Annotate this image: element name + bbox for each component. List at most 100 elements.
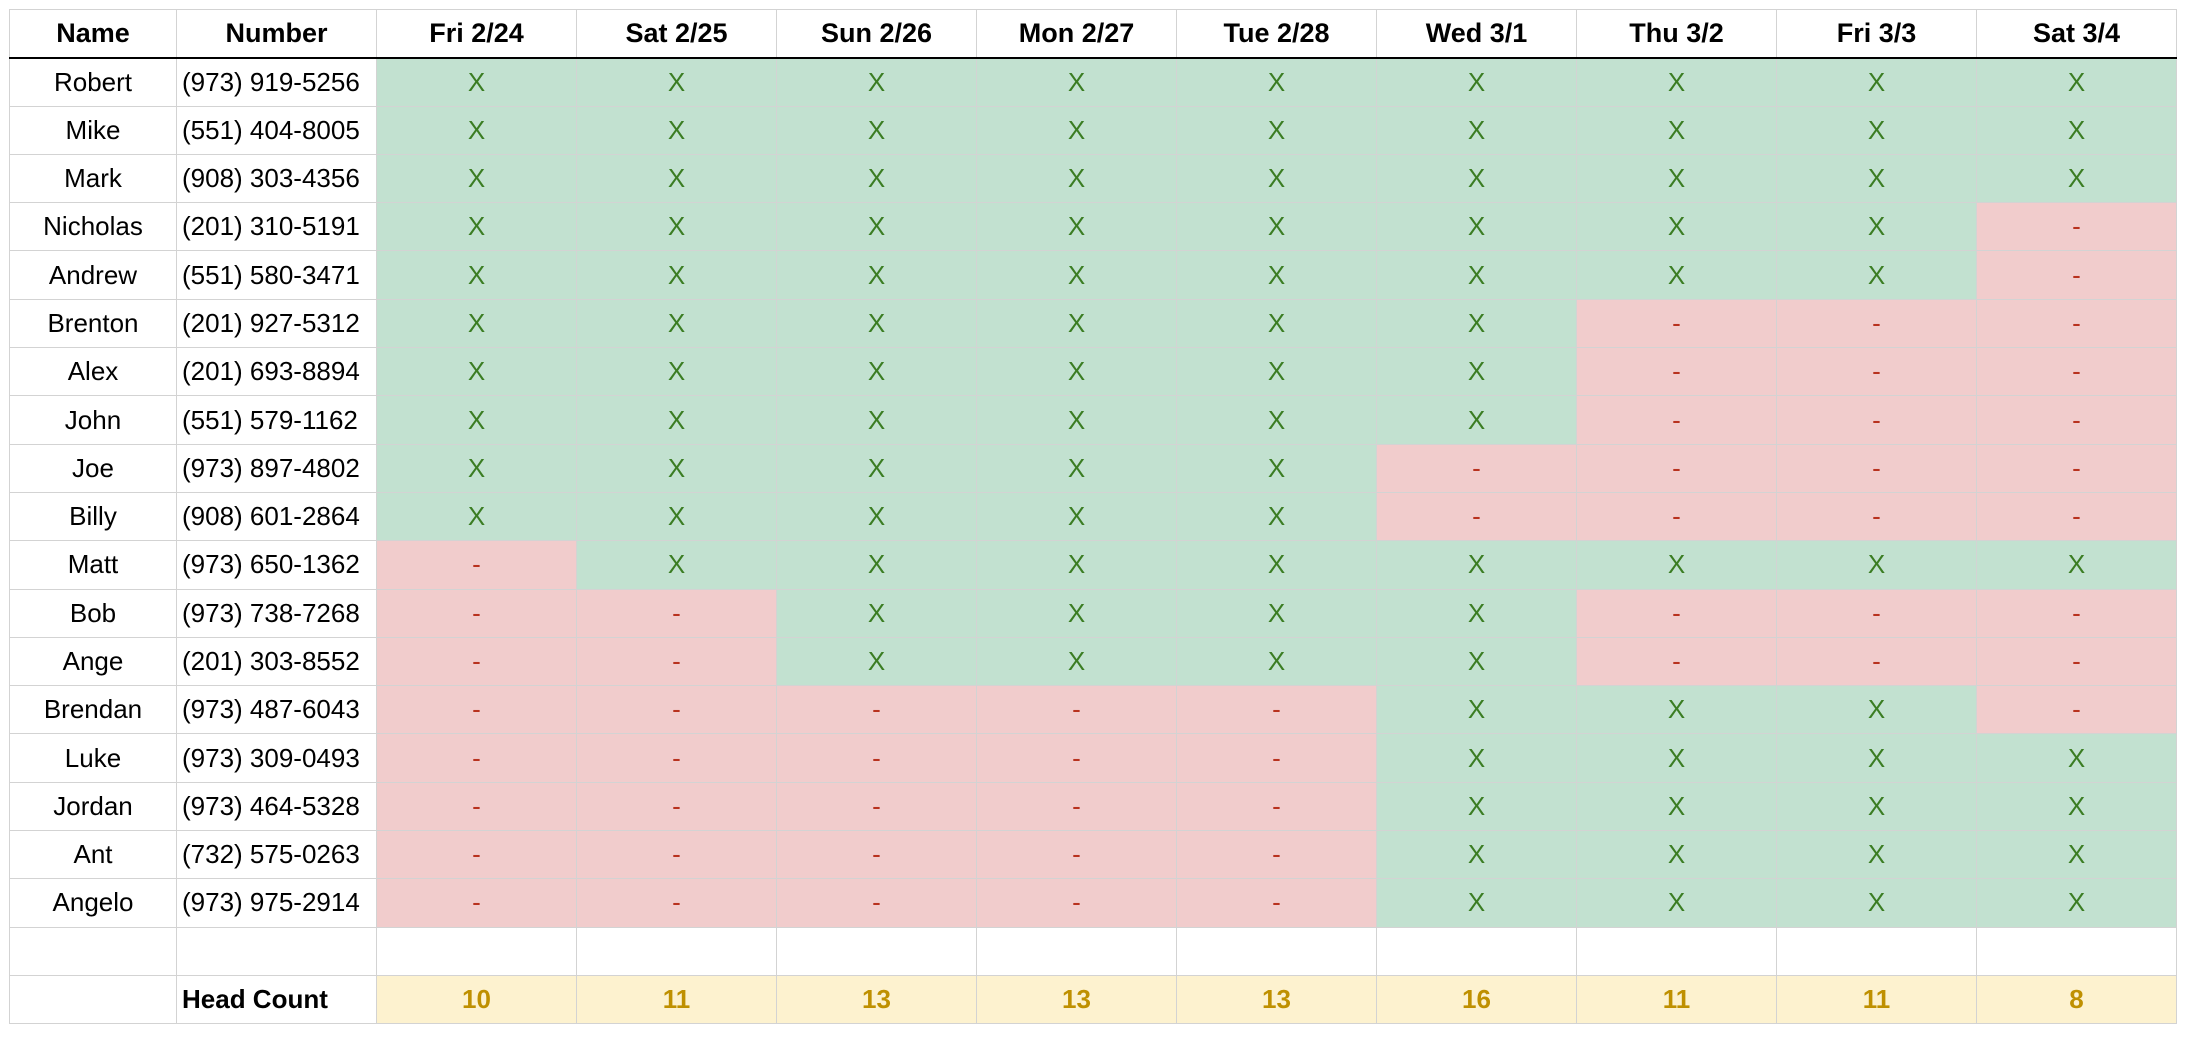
name-cell[interactable]: Ange: [9, 636, 177, 687]
available-cell[interactable]: X: [776, 250, 977, 300]
available-cell[interactable]: X: [776, 636, 977, 687]
available-cell[interactable]: X: [1576, 830, 1777, 880]
unavailable-cell[interactable]: -: [1776, 491, 1977, 542]
unavailable-cell[interactable]: -: [1976, 588, 2177, 638]
unavailable-cell[interactable]: -: [776, 685, 977, 735]
available-cell[interactable]: X: [1376, 202, 1577, 252]
head-count-value[interactable]: 11: [1776, 974, 1977, 1025]
unavailable-cell[interactable]: -: [1376, 491, 1577, 542]
unavailable-cell[interactable]: -: [1976, 298, 2177, 349]
unavailable-cell[interactable]: -: [1576, 491, 1777, 542]
name-cell[interactable]: Matt: [9, 540, 177, 590]
unavailable-cell[interactable]: -: [376, 540, 577, 590]
unavailable-cell[interactable]: -: [976, 830, 1177, 880]
unavailable-cell[interactable]: -: [1176, 781, 1377, 832]
header-name[interactable]: Name: [9, 8, 177, 59]
unavailable-cell[interactable]: -: [1776, 636, 1977, 687]
unavailable-cell[interactable]: -: [1776, 588, 1977, 638]
available-cell[interactable]: X: [1776, 781, 1977, 832]
unavailable-cell[interactable]: -: [976, 878, 1177, 928]
unavailable-cell[interactable]: -: [576, 830, 777, 880]
available-cell[interactable]: X: [1976, 830, 2177, 880]
available-cell[interactable]: X: [976, 57, 1177, 107]
unavailable-cell[interactable]: -: [1976, 395, 2177, 445]
unavailable-cell[interactable]: -: [1976, 685, 2177, 735]
available-cell[interactable]: X: [1376, 298, 1577, 349]
header-day[interactable]: Tue 2/28: [1176, 8, 1377, 59]
head-count-value[interactable]: 10: [376, 974, 577, 1025]
unavailable-cell[interactable]: -: [1976, 443, 2177, 493]
name-cell[interactable]: Robert: [9, 57, 177, 107]
name-cell[interactable]: Alex: [9, 347, 177, 397]
name-cell[interactable]: Joe: [9, 443, 177, 493]
unavailable-cell[interactable]: -: [1176, 685, 1377, 735]
available-cell[interactable]: X: [776, 588, 977, 638]
head-count-value[interactable]: 13: [1176, 974, 1377, 1025]
unavailable-cell[interactable]: -: [376, 830, 577, 880]
phone-cell[interactable]: (973) 650-1362: [176, 540, 377, 590]
available-cell[interactable]: X: [1576, 733, 1777, 783]
available-cell[interactable]: X: [1176, 202, 1377, 252]
name-cell[interactable]: Nicholas: [9, 202, 177, 252]
available-cell[interactable]: X: [776, 540, 977, 590]
available-cell[interactable]: X: [376, 491, 577, 542]
available-cell[interactable]: X: [1376, 105, 1577, 155]
available-cell[interactable]: X: [1376, 685, 1577, 735]
unavailable-cell[interactable]: -: [1176, 878, 1377, 928]
available-cell[interactable]: X: [1176, 491, 1377, 542]
unavailable-cell[interactable]: -: [1776, 395, 1977, 445]
unavailable-cell[interactable]: -: [776, 830, 977, 880]
available-cell[interactable]: X: [1376, 395, 1577, 445]
available-cell[interactable]: X: [1976, 153, 2177, 204]
unavailable-cell[interactable]: -: [1976, 202, 2177, 252]
unavailable-cell[interactable]: -: [1976, 491, 2177, 542]
empty-cell[interactable]: [9, 926, 177, 976]
unavailable-cell[interactable]: -: [776, 733, 977, 783]
available-cell[interactable]: X: [1376, 250, 1577, 300]
phone-cell[interactable]: (551) 579-1162: [176, 395, 377, 445]
available-cell[interactable]: X: [1176, 105, 1377, 155]
unavailable-cell[interactable]: -: [1576, 443, 1777, 493]
head-count-value[interactable]: 11: [576, 974, 777, 1025]
available-cell[interactable]: X: [576, 250, 777, 300]
available-cell[interactable]: X: [976, 491, 1177, 542]
available-cell[interactable]: X: [1776, 202, 1977, 252]
phone-cell[interactable]: (973) 975-2914: [176, 878, 377, 928]
unavailable-cell[interactable]: -: [376, 733, 577, 783]
available-cell[interactable]: X: [1776, 57, 1977, 107]
header-day[interactable]: Fri 2/24: [376, 8, 577, 59]
available-cell[interactable]: X: [1776, 250, 1977, 300]
phone-cell[interactable]: (201) 927-5312: [176, 298, 377, 349]
available-cell[interactable]: X: [1176, 443, 1377, 493]
available-cell[interactable]: X: [1576, 105, 1777, 155]
available-cell[interactable]: X: [1176, 395, 1377, 445]
name-cell[interactable]: Andrew: [9, 250, 177, 300]
header-day[interactable]: Sat 2/25: [576, 8, 777, 59]
available-cell[interactable]: X: [1576, 685, 1777, 735]
available-cell[interactable]: X: [376, 250, 577, 300]
unavailable-cell[interactable]: -: [376, 588, 577, 638]
available-cell[interactable]: X: [1576, 202, 1777, 252]
available-cell[interactable]: X: [576, 347, 777, 397]
unavailable-cell[interactable]: -: [576, 636, 777, 687]
unavailable-cell[interactable]: -: [1776, 298, 1977, 349]
empty-cell[interactable]: [1576, 926, 1777, 976]
phone-cell[interactable]: (551) 404-8005: [176, 105, 377, 155]
available-cell[interactable]: X: [976, 636, 1177, 687]
available-cell[interactable]: X: [576, 57, 777, 107]
unavailable-cell[interactable]: -: [1976, 347, 2177, 397]
head-count-value[interactable]: 13: [976, 974, 1177, 1025]
phone-cell[interactable]: (973) 897-4802: [176, 443, 377, 493]
available-cell[interactable]: X: [976, 588, 1177, 638]
empty-cell[interactable]: [776, 926, 977, 976]
available-cell[interactable]: X: [776, 202, 977, 252]
header-day[interactable]: Sat 3/4: [1976, 8, 2177, 59]
available-cell[interactable]: X: [576, 202, 777, 252]
available-cell[interactable]: X: [976, 105, 1177, 155]
available-cell[interactable]: X: [1176, 588, 1377, 638]
available-cell[interactable]: X: [576, 443, 777, 493]
available-cell[interactable]: X: [776, 395, 977, 445]
name-cell[interactable]: Jordan: [9, 781, 177, 832]
available-cell[interactable]: X: [576, 540, 777, 590]
phone-cell[interactable]: (201) 310-5191: [176, 202, 377, 252]
